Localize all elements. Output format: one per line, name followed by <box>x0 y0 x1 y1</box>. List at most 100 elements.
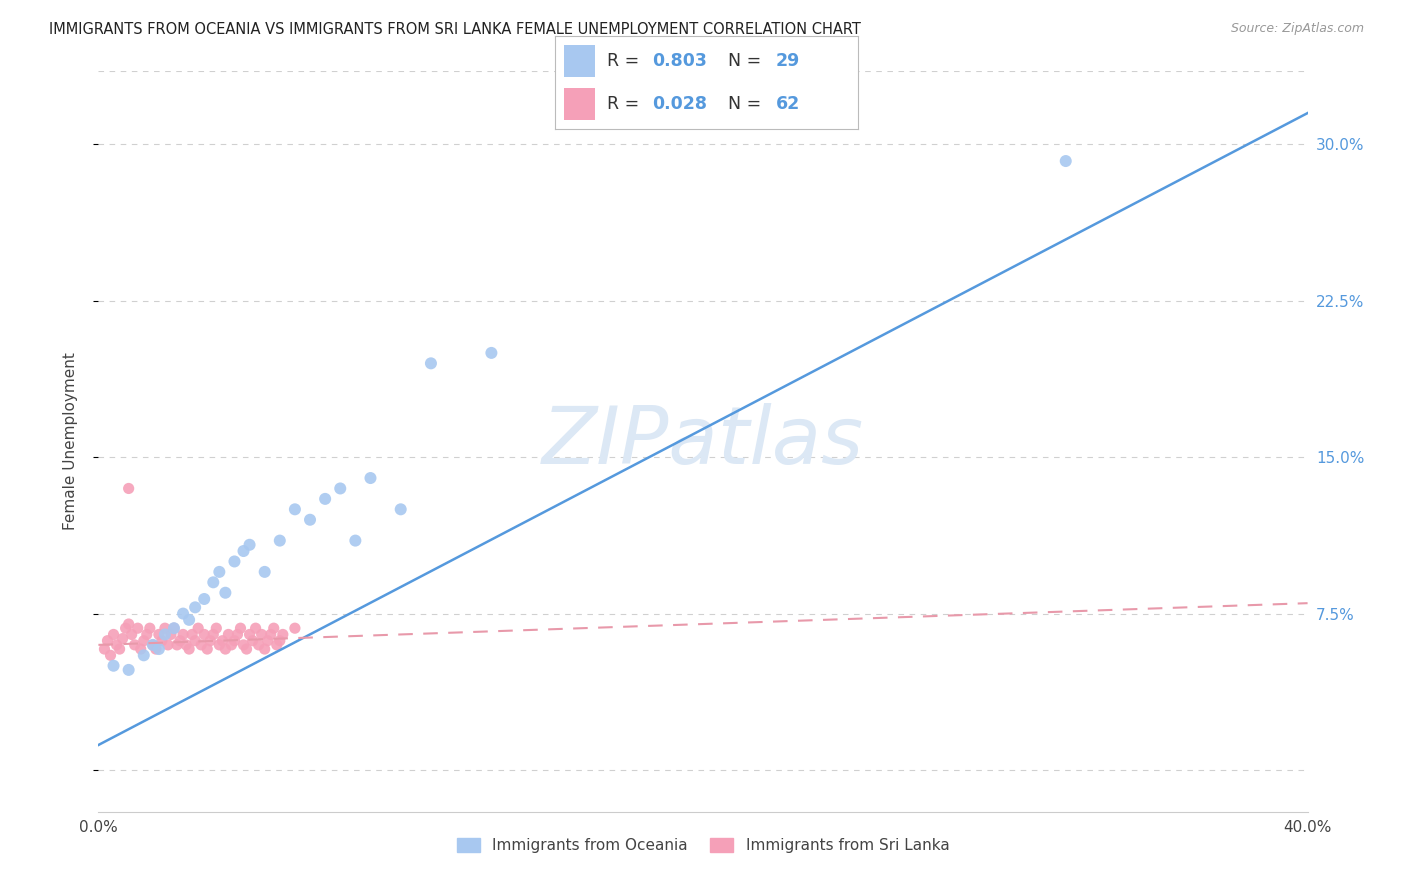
Point <box>344 533 367 548</box>
Point <box>150 633 173 648</box>
Point <box>250 627 273 641</box>
Point <box>111 632 134 646</box>
FancyBboxPatch shape <box>564 88 595 120</box>
Text: R =: R = <box>607 95 644 113</box>
Point <box>108 642 131 657</box>
Text: N =: N = <box>728 52 766 70</box>
Point <box>284 621 307 635</box>
Point <box>135 627 157 641</box>
Point <box>118 617 141 632</box>
Point <box>253 565 276 579</box>
Legend: Immigrants from Oceania, Immigrants from Sri Lanka: Immigrants from Oceania, Immigrants from… <box>450 832 956 860</box>
Point <box>166 638 188 652</box>
Point <box>239 627 262 641</box>
Point <box>208 638 231 652</box>
Y-axis label: Female Unemployment: Female Unemployment <box>63 352 77 531</box>
Point <box>263 621 285 635</box>
Point <box>232 544 254 558</box>
Point <box>239 538 262 552</box>
Point <box>142 638 165 652</box>
Point <box>314 491 336 506</box>
Point <box>118 663 141 677</box>
Point <box>93 642 115 657</box>
Point <box>235 642 257 657</box>
Text: 0.028: 0.028 <box>652 95 707 113</box>
Point <box>114 621 136 635</box>
Point <box>221 638 243 652</box>
Point <box>163 621 186 635</box>
Point <box>148 642 170 657</box>
Point <box>184 600 207 615</box>
FancyBboxPatch shape <box>564 45 595 77</box>
Text: ZIPatlas: ZIPatlas <box>541 402 865 481</box>
Text: R =: R = <box>607 52 644 70</box>
Point <box>179 642 201 657</box>
Text: Source: ZipAtlas.com: Source: ZipAtlas.com <box>1230 22 1364 36</box>
Point <box>145 642 167 657</box>
Point <box>195 642 218 657</box>
Point <box>148 627 170 641</box>
Point <box>124 638 146 652</box>
Point <box>284 502 307 516</box>
Point <box>193 627 215 641</box>
Point <box>208 565 231 579</box>
Point <box>172 607 194 621</box>
Point <box>187 621 209 635</box>
Point <box>271 627 294 641</box>
Point <box>269 533 291 548</box>
Point <box>105 638 128 652</box>
Point <box>153 627 176 641</box>
Point <box>118 482 141 496</box>
Point <box>329 482 352 496</box>
Point <box>160 627 183 641</box>
Point <box>181 627 204 641</box>
Text: 0.803: 0.803 <box>652 52 707 70</box>
Point <box>266 638 288 652</box>
Point <box>226 627 249 641</box>
Point <box>121 627 143 641</box>
Point <box>299 513 322 527</box>
Point <box>420 356 443 370</box>
Point <box>232 638 254 652</box>
Point <box>172 627 194 641</box>
Point <box>103 658 125 673</box>
Point <box>153 621 176 635</box>
Point <box>103 627 125 641</box>
Point <box>389 502 412 516</box>
Point <box>96 633 118 648</box>
Text: N =: N = <box>728 95 766 113</box>
Point <box>132 648 155 663</box>
Point <box>269 633 291 648</box>
Point <box>179 613 201 627</box>
Point <box>184 633 207 648</box>
Point <box>169 633 191 648</box>
Point <box>245 621 267 635</box>
Point <box>224 633 246 648</box>
Point <box>156 638 179 652</box>
Point <box>217 627 239 641</box>
Point <box>190 638 212 652</box>
Point <box>256 633 278 648</box>
Point <box>127 621 149 635</box>
Point <box>100 648 122 663</box>
Point <box>214 642 236 657</box>
Text: 29: 29 <box>776 52 800 70</box>
Point <box>253 642 276 657</box>
Point <box>260 627 283 641</box>
Point <box>205 621 228 635</box>
Point <box>163 621 186 635</box>
Point <box>242 633 264 648</box>
Point <box>129 642 152 657</box>
Text: 62: 62 <box>776 95 800 113</box>
Point <box>360 471 382 485</box>
Point <box>142 638 165 652</box>
Point <box>139 621 162 635</box>
Point <box>211 633 233 648</box>
Point <box>224 554 246 568</box>
Point <box>193 592 215 607</box>
Point <box>202 627 225 641</box>
Point <box>1054 154 1077 169</box>
Text: IMMIGRANTS FROM OCEANIA VS IMMIGRANTS FROM SRI LANKA FEMALE UNEMPLOYMENT CORRELA: IMMIGRANTS FROM OCEANIA VS IMMIGRANTS FR… <box>49 22 860 37</box>
Point <box>229 621 252 635</box>
Point <box>174 638 197 652</box>
